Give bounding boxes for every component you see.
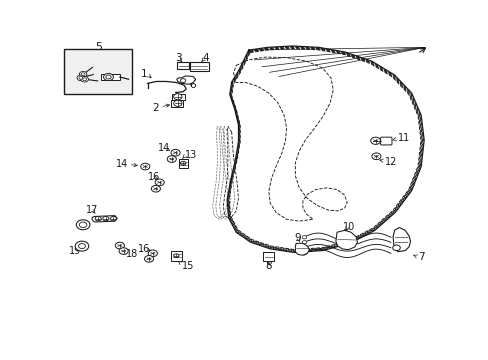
Circle shape	[302, 240, 306, 244]
Circle shape	[173, 100, 182, 107]
Circle shape	[81, 73, 85, 76]
Text: 17: 17	[86, 205, 98, 215]
Circle shape	[141, 163, 149, 170]
Text: 8: 8	[265, 261, 271, 270]
Bar	[101, 74, 120, 80]
Circle shape	[302, 235, 306, 239]
Text: 12: 12	[385, 157, 397, 167]
Circle shape	[82, 78, 86, 81]
Circle shape	[148, 250, 157, 257]
Circle shape	[371, 153, 380, 159]
Circle shape	[302, 246, 306, 249]
Circle shape	[392, 245, 400, 251]
Circle shape	[180, 79, 185, 82]
Polygon shape	[92, 216, 117, 222]
FancyBboxPatch shape	[171, 94, 184, 100]
Circle shape	[77, 75, 84, 81]
Circle shape	[155, 179, 164, 186]
Text: 6: 6	[189, 80, 196, 90]
Polygon shape	[295, 243, 309, 255]
Circle shape	[103, 73, 113, 81]
Polygon shape	[392, 228, 410, 252]
Circle shape	[151, 185, 160, 192]
FancyBboxPatch shape	[380, 137, 391, 145]
Text: 10: 10	[342, 222, 355, 232]
Circle shape	[173, 94, 182, 100]
Circle shape	[167, 156, 176, 162]
Circle shape	[180, 161, 185, 165]
Circle shape	[370, 137, 380, 144]
Circle shape	[79, 76, 82, 79]
Polygon shape	[176, 76, 195, 84]
Text: 9: 9	[294, 233, 301, 243]
FancyBboxPatch shape	[171, 100, 183, 107]
FancyBboxPatch shape	[189, 62, 208, 72]
Circle shape	[119, 248, 128, 255]
Circle shape	[95, 216, 101, 221]
Circle shape	[79, 222, 87, 228]
Text: 3: 3	[175, 53, 182, 63]
Text: 19: 19	[69, 246, 81, 256]
FancyBboxPatch shape	[178, 158, 188, 168]
Text: 15: 15	[181, 261, 194, 270]
Circle shape	[75, 241, 89, 251]
Text: 7: 7	[417, 252, 424, 262]
Circle shape	[79, 72, 87, 77]
Text: 13: 13	[185, 150, 197, 161]
Circle shape	[81, 76, 88, 82]
Text: 1: 1	[141, 69, 147, 79]
Circle shape	[79, 244, 85, 249]
Text: 14: 14	[116, 159, 128, 169]
FancyBboxPatch shape	[63, 49, 132, 94]
Text: 11: 11	[397, 133, 409, 143]
Text: 14: 14	[158, 143, 170, 153]
Polygon shape	[335, 230, 357, 250]
Text: 4: 4	[202, 53, 209, 63]
Text: 5: 5	[95, 42, 102, 52]
Text: 16: 16	[137, 244, 149, 254]
FancyBboxPatch shape	[171, 251, 182, 261]
Circle shape	[110, 216, 116, 221]
Circle shape	[105, 75, 111, 79]
Circle shape	[302, 252, 306, 255]
Text: 16: 16	[147, 172, 160, 182]
Text: 2: 2	[151, 103, 158, 113]
Circle shape	[171, 149, 180, 156]
Circle shape	[173, 254, 179, 258]
FancyBboxPatch shape	[263, 252, 274, 261]
Circle shape	[144, 256, 153, 262]
Circle shape	[115, 242, 124, 249]
Circle shape	[102, 216, 109, 221]
Text: 18: 18	[126, 249, 138, 260]
FancyBboxPatch shape	[177, 62, 189, 69]
Circle shape	[76, 220, 90, 230]
